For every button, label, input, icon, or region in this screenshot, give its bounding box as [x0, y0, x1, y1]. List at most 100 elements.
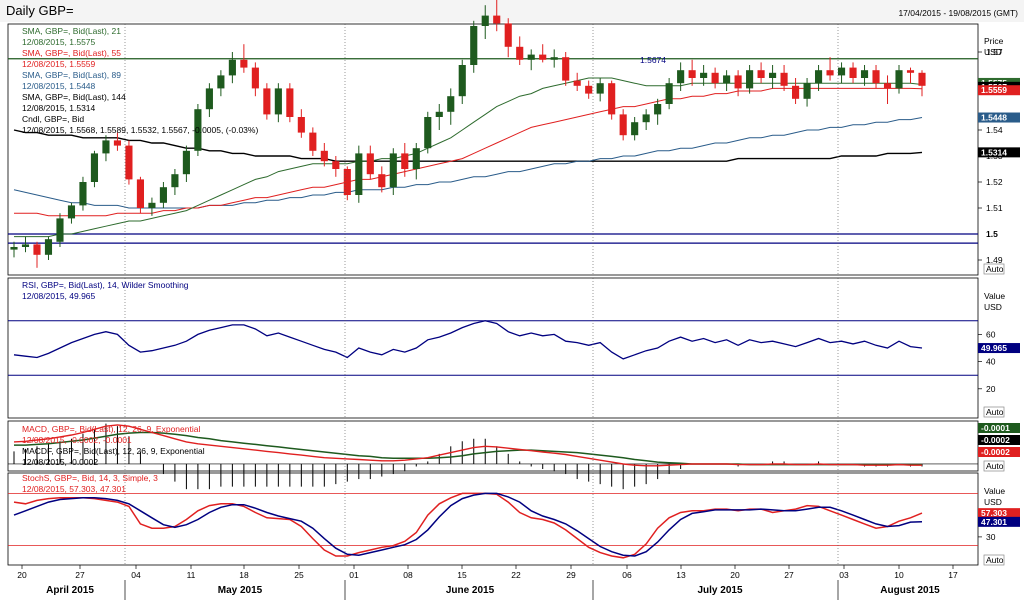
- candle-body: [125, 145, 133, 180]
- candle-body: [493, 15, 501, 24]
- macd-legend-entry: MACDF, GBP=, Bid(Last), 12, 26, 9, Expon…: [22, 446, 205, 456]
- price-auto-label: Auto: [986, 264, 1004, 274]
- sma21-line: [14, 77, 923, 238]
- candle-body: [849, 67, 857, 78]
- price-tick-label: 1.49: [986, 255, 1003, 265]
- candle-body: [711, 72, 719, 84]
- rsi-auto-label: Auto: [986, 407, 1004, 417]
- candle-body: [102, 140, 110, 154]
- candle-body: [780, 72, 788, 86]
- candle-body: [401, 153, 409, 169]
- price-value-tag: [978, 112, 1020, 123]
- candle-body: [803, 83, 811, 99]
- candle-body: [274, 88, 282, 115]
- candle-body: [113, 140, 122, 146]
- price-value-tag: [978, 85, 1020, 96]
- candle-body: [205, 88, 213, 110]
- candle-body: [21, 244, 30, 247]
- stoch-auto-label: Auto: [986, 555, 1004, 565]
- rsi-auto-button[interactable]: Auto: [983, 406, 1005, 418]
- x-tick-label: 03: [839, 570, 849, 580]
- candle-body: [90, 153, 99, 182]
- macd-legend-entry: MACD, GBP=, Bid(Last), 12, 26, 9, Expone…: [22, 424, 200, 434]
- stoch-value-tag: [978, 508, 1020, 519]
- candle-body: [263, 88, 271, 115]
- candle-body: [918, 72, 926, 86]
- price-legend-entry: SMA, GBP=, Bid(Last), 21: [22, 26, 121, 36]
- candle-body: [67, 205, 76, 219]
- candle-body: [470, 26, 478, 65]
- stoch-value-tag: [978, 516, 1020, 527]
- candle-body: [826, 70, 834, 76]
- price-tick-label: 1.52: [986, 177, 1003, 187]
- macd-value-tag-label: -0.0001: [981, 423, 1010, 433]
- macd-value-tag-label: -0.0002: [981, 447, 1010, 457]
- x-tick-label: 27: [784, 570, 794, 580]
- candle-body: [769, 72, 777, 78]
- candle-body: [665, 83, 673, 104]
- x-tick-label: 04: [131, 570, 141, 580]
- candle-body: [159, 187, 167, 203]
- x-tick-label: 01: [349, 570, 359, 580]
- stoch-k-line: [13, 492, 923, 559]
- candle-body: [309, 132, 317, 151]
- candle-body: [56, 218, 64, 242]
- candle-body: [860, 70, 869, 78]
- price-auto-button[interactable]: Auto: [983, 263, 1005, 275]
- candle-body: [332, 161, 340, 169]
- candle-body: [217, 75, 225, 89]
- candle-body: [366, 153, 374, 175]
- price-legend-entry: SMA, GBP=, Bid(Last), 89: [22, 70, 121, 80]
- x-month-label: May 2015: [218, 585, 263, 596]
- price-legend-entry: 12/08/2015, 1.5568, 1.5589, 1.5532, 1.55…: [22, 125, 258, 135]
- candle-body: [251, 67, 259, 89]
- sma89-line: [13, 117, 923, 209]
- candle-body: [136, 179, 144, 208]
- stoch-auto-button[interactable]: Auto: [983, 554, 1005, 566]
- candle-body: [79, 182, 87, 206]
- rsi-axis-unit: USD: [984, 302, 1002, 312]
- stoch-legend-entry: StochS, GBP=, Bid, 14, 3, Simple, 3: [22, 473, 158, 483]
- macd-auto-label: Auto: [986, 461, 1004, 471]
- candle-body: [837, 67, 846, 76]
- x-month-label: July 2015: [697, 585, 742, 596]
- candle-body: [642, 114, 650, 123]
- candle-body: [596, 83, 604, 94]
- candle-body: [504, 23, 512, 47]
- rsi-line: [13, 320, 923, 360]
- candle-body: [10, 247, 18, 250]
- macd-value-tag: [978, 435, 1020, 445]
- stoch-legend: StochS, GBP=, Bid, 14, 3, Simple, 312/08…: [22, 473, 158, 494]
- rsi-panel: [7, 277, 979, 419]
- stoch-d-line: [13, 492, 923, 557]
- candle-body: [194, 109, 202, 151]
- candle-body: [792, 85, 800, 99]
- candle-body: [654, 104, 662, 115]
- macd-value-tag-label: -0.0002: [981, 435, 1010, 445]
- candle-body: [355, 153, 363, 195]
- candle-body: [44, 239, 53, 255]
- macd-auto-button[interactable]: Auto: [983, 460, 1005, 472]
- rsi-tick-label: 60: [986, 329, 996, 339]
- macd-legend: MACD, GBP=, Bid(Last), 12, 26, 9, Expone…: [22, 424, 205, 467]
- x-tick-label: 11: [187, 570, 196, 580]
- candle-body: [286, 88, 294, 117]
- price-value-tag-label: 1.5559: [981, 85, 1007, 95]
- x-tick-label: 22: [511, 570, 521, 580]
- x-tick-label: 17: [948, 570, 958, 580]
- x-month-label: June 2015: [446, 585, 495, 596]
- x-tick-label: 18: [239, 570, 249, 580]
- level-label: 1.5674: [640, 55, 666, 65]
- candle-body: [746, 70, 754, 89]
- candle-body: [389, 153, 397, 188]
- candle-body: [631, 122, 639, 136]
- rsi-axis-title: Value: [984, 291, 1005, 301]
- price-legend-entry: 12/08/2015, 1.5314: [22, 103, 96, 113]
- price-axis-title: Price: [984, 36, 1004, 46]
- price-tick-label: 1.57: [986, 47, 1003, 57]
- candle-body: [481, 15, 489, 26]
- price-value-tag-label: 1.5448: [981, 113, 1007, 123]
- price-legend: SMA, GBP=, Bid(Last), 21 12/08/2015, 1.55…: [22, 26, 258, 135]
- x-tick-label: 25: [294, 570, 304, 580]
- candle-body: [734, 75, 742, 89]
